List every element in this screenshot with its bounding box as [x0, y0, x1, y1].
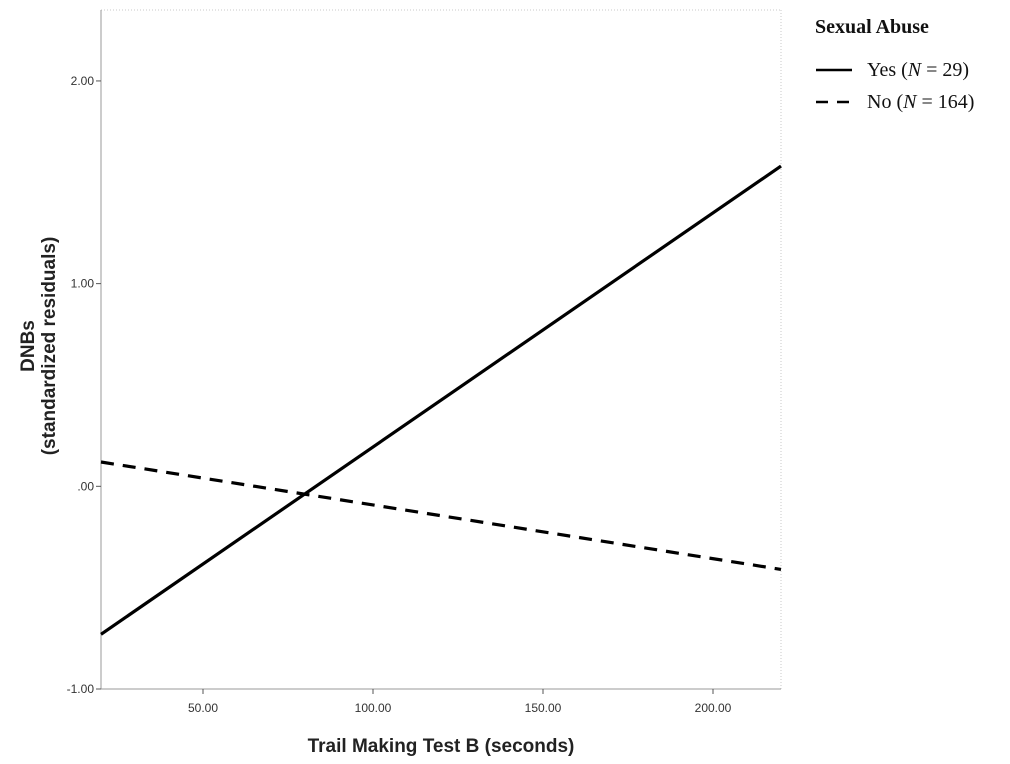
- legend-label-1: Yes (N = 29): [867, 59, 969, 81]
- x-axis-label: Trail Making Test B (seconds): [308, 736, 575, 757]
- legend-items: Yes (N = 29)No (N = 164): [816, 59, 974, 113]
- plot-area: [101, 9, 782, 689]
- y-axis: -1.00 .00 1.00 2.00: [67, 10, 102, 696]
- x-tick-label: 50.00: [188, 701, 218, 715]
- x-axis: 50.00 100.00 150.00 200.00: [101, 688, 781, 715]
- x-tick-label: 100.00: [355, 701, 392, 715]
- legend-label-prefix: Yes (: [867, 59, 908, 81]
- legend-title: Sexual Abuse: [815, 16, 929, 38]
- series-line-1: [100, 164, 782, 636]
- legend-label-n: N: [902, 91, 918, 113]
- legend-label-suffix: = 164): [916, 91, 974, 113]
- legend-label-2: No (N = 164): [867, 91, 974, 113]
- legend: Sexual Abuse Yes (N = 29)No (N = 164): [815, 16, 974, 113]
- legend-label-n: N: [907, 59, 923, 81]
- x-tick-label: 200.00: [695, 701, 732, 715]
- legend-label-prefix: No (: [867, 91, 903, 113]
- y-tick-label: 1.00: [71, 277, 95, 291]
- y-axis-label-main: DNBs: [18, 320, 39, 372]
- legend-label-suffix: = 29): [921, 59, 969, 81]
- x-tick-label: 150.00: [525, 701, 562, 715]
- y-tick-label: 2.00: [71, 74, 95, 88]
- series-line-2: [100, 460, 782, 571]
- y-tick-label: .00: [77, 479, 94, 493]
- y-axis-label: DNBs (standardized residuals): [18, 237, 60, 456]
- y-axis-label-sub: (standardized residuals): [39, 237, 60, 456]
- series-layer: [100, 164, 782, 636]
- y-tick-label: -1.00: [67, 682, 95, 696]
